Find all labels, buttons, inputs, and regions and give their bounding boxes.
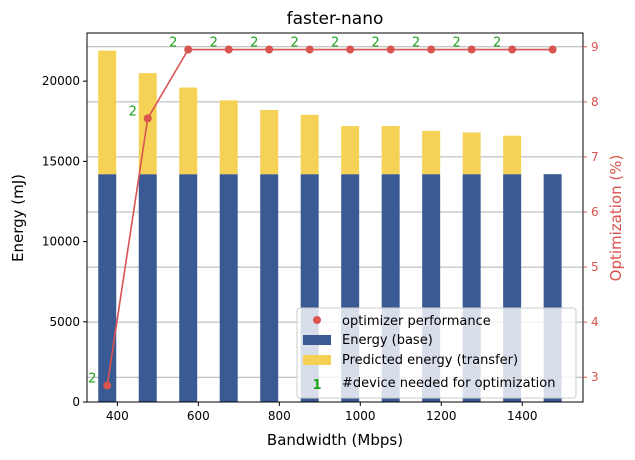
x-tick-label: 600 xyxy=(187,409,210,423)
y-axis-right: 3 4 5 6 7 8 9 xyxy=(583,40,599,384)
y-axis-left: 0 5000 10000 15000 20000 xyxy=(42,74,87,409)
legend-device-label: #device needed for optimization xyxy=(342,376,555,391)
legend-optimizer-marker xyxy=(313,316,321,324)
legend-transfer-label: Predicted energy (transfer) xyxy=(342,353,518,368)
y-axis-label: Energy (mJ) xyxy=(9,174,27,262)
y-tick-label: 5000 xyxy=(49,315,80,329)
device-count-label: 2 xyxy=(129,104,137,119)
y2-tick-label: 8 xyxy=(591,95,599,109)
bar-transfer xyxy=(98,50,117,175)
gridlines xyxy=(87,46,583,378)
x-axis-label: Bandwidth (Mbps) xyxy=(267,431,403,449)
plot-frame xyxy=(86,32,584,403)
optimizer-point xyxy=(346,45,355,54)
y2-tick-label: 9 xyxy=(591,40,599,54)
bar-transfer xyxy=(219,100,238,175)
device-count-label: 2 xyxy=(453,36,461,51)
bar-transfer xyxy=(381,126,400,175)
optimizer-point xyxy=(548,45,557,54)
optimizer-point xyxy=(184,45,193,54)
x-tick-label: 800 xyxy=(268,409,291,423)
bar-transfer xyxy=(260,110,279,175)
optimizer-line-path xyxy=(106,48,553,386)
legend-box xyxy=(296,307,577,399)
bar-transfer xyxy=(503,135,522,175)
device-count-label: 2 xyxy=(88,371,96,386)
y2-tick-label: 7 xyxy=(591,150,599,164)
legend-device-marker: 1 xyxy=(312,378,321,393)
optimizer-point xyxy=(224,45,233,54)
x-axis: 400 600 800 1000 1200 1400 xyxy=(106,402,538,423)
bar-base xyxy=(219,174,238,402)
y-tick-label: 0 xyxy=(72,395,80,409)
device-count-label: 2 xyxy=(210,36,218,51)
optimizer-line xyxy=(103,45,557,390)
y-tick-label: 20000 xyxy=(42,74,80,88)
legend: optimizer performance Energy (base) Pred… xyxy=(296,307,577,399)
device-count-label: 2 xyxy=(169,36,177,51)
y2-axis-label: Optimization (%) xyxy=(607,155,625,282)
bar-base xyxy=(138,174,157,402)
device-count-label: 2 xyxy=(412,36,420,51)
y2-tick-label: 4 xyxy=(591,315,599,329)
chart-title: faster-nano xyxy=(287,9,384,29)
y-tick-label: 10000 xyxy=(42,235,80,249)
bar-base xyxy=(260,174,279,402)
x-tick-label: 400 xyxy=(106,409,129,423)
bar-base xyxy=(179,174,198,402)
y-tick-label: 15000 xyxy=(42,154,80,168)
optimizer-point xyxy=(143,114,152,123)
bar-transfer xyxy=(179,87,198,175)
legend-base-swatch xyxy=(303,335,331,345)
optimizer-point xyxy=(427,45,436,54)
bar-transfer xyxy=(341,126,360,175)
bar-transfer xyxy=(300,114,319,175)
device-count-label: 2 xyxy=(331,36,339,51)
x-tick-label: 1000 xyxy=(345,409,376,423)
optimizer-point xyxy=(386,45,395,54)
optimizer-point xyxy=(467,45,476,54)
optimizer-point xyxy=(103,381,112,390)
legend-base-label: Energy (base) xyxy=(342,333,433,348)
device-labels: 2 2 2 2 2 2 2 2 2 2 2 xyxy=(88,36,501,387)
optimizer-point xyxy=(305,45,314,54)
y2-tick-label: 5 xyxy=(591,260,599,274)
bar-transfer xyxy=(462,132,481,175)
y2-tick-label: 3 xyxy=(591,370,599,384)
optimizer-point xyxy=(508,45,517,54)
device-count-label: 2 xyxy=(291,36,299,51)
bar-base xyxy=(98,174,117,402)
bar-transfer xyxy=(422,130,441,175)
legend-optimizer-label: optimizer performance xyxy=(342,314,491,329)
x-tick-label: 1400 xyxy=(507,409,538,423)
device-count-label: 2 xyxy=(372,36,380,51)
optimizer-point xyxy=(265,45,274,54)
device-count-label: 2 xyxy=(493,36,501,51)
x-tick-label: 1200 xyxy=(426,409,457,423)
y2-tick-label: 6 xyxy=(591,205,599,219)
device-count-label: 2 xyxy=(250,36,258,51)
legend-transfer-swatch xyxy=(303,355,331,365)
